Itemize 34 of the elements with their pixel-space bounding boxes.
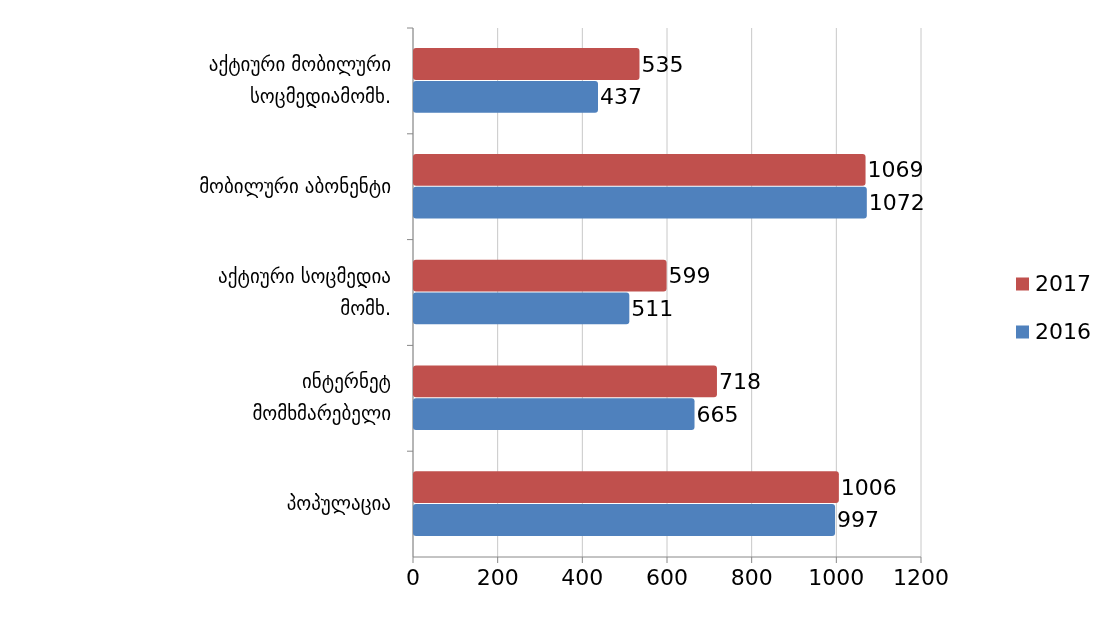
bar xyxy=(413,48,640,80)
bar xyxy=(413,471,839,504)
bar xyxy=(413,153,866,186)
bar xyxy=(413,292,630,325)
x-tick-label: 400 xyxy=(561,565,604,590)
x-tick-label: 200 xyxy=(476,565,519,590)
legend-label: 2017 xyxy=(1035,270,1091,296)
y-tick-label: აქტიური მობილური სოცმედიამომხ. xyxy=(208,52,391,108)
y-tick-label: მობილური აბონენტი xyxy=(199,174,391,198)
bar xyxy=(413,80,598,113)
data-label: 1006 xyxy=(840,474,897,500)
x-tick-label: 0 xyxy=(406,565,420,590)
bar xyxy=(413,365,717,398)
data-label: 535 xyxy=(641,51,684,77)
data-label: 599 xyxy=(668,263,711,289)
bar xyxy=(413,259,667,292)
bar xyxy=(413,504,836,536)
data-label: 997 xyxy=(837,507,880,533)
bar xyxy=(413,398,695,431)
x-tick-label: 600 xyxy=(646,565,688,590)
data-label: 1069 xyxy=(867,157,924,183)
y-tick-label: პოპულაცია xyxy=(286,491,391,515)
x-tick-label: 1000 xyxy=(808,565,865,590)
data-label: 1072 xyxy=(868,190,925,216)
legend-label: 2016 xyxy=(1035,318,1091,344)
data-label: 511 xyxy=(631,295,674,321)
data-label: 665 xyxy=(696,401,739,427)
x-tick-label: 800 xyxy=(730,565,773,590)
data-label: 437 xyxy=(600,84,642,110)
y-tick-label: ინტერნეტ მომხმარებელი xyxy=(252,369,391,425)
x-tick-label: 1200 xyxy=(893,565,949,590)
bar xyxy=(413,186,867,219)
y-tick-label: აქტიური სოცმედია მომხ. xyxy=(218,264,391,318)
data-label: 718 xyxy=(718,368,761,394)
